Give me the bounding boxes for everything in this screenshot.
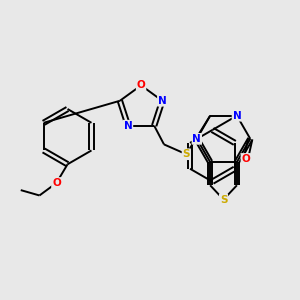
Text: N: N [232, 111, 241, 121]
Text: O: O [242, 154, 250, 164]
Text: S: S [220, 194, 227, 205]
Text: N: N [158, 96, 167, 106]
Text: N: N [124, 121, 132, 131]
Text: O: O [52, 178, 61, 188]
Text: S: S [182, 149, 190, 159]
Text: O: O [137, 80, 146, 90]
Text: N: N [192, 134, 201, 144]
